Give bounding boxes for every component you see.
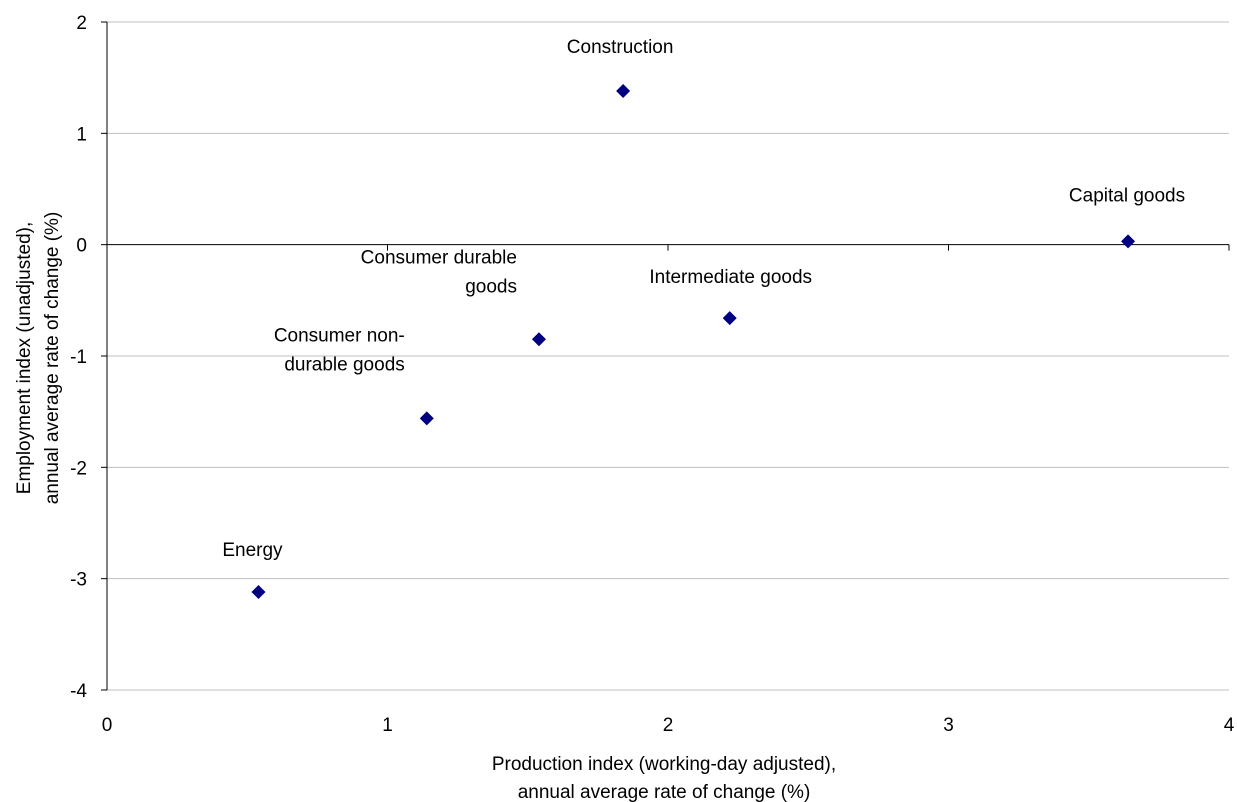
x-tick-label: 0	[102, 715, 113, 736]
y-tick-label: 2	[76, 13, 87, 34]
x-tick-label: 2	[663, 715, 674, 736]
y-tick-label: -3	[70, 570, 87, 591]
x-axis-title: Production index (working-day adjusted),…	[492, 754, 836, 802]
data-point-marker	[616, 84, 631, 99]
data-point-marker	[531, 332, 546, 347]
data-point-label: Construction	[567, 37, 674, 58]
axis-titles: Production index (working-day adjusted),…	[14, 212, 836, 802]
y-axis-title: Employment index (unadjusted), annual ave…	[14, 212, 63, 505]
data-point-label: Consumer durable goods	[361, 247, 517, 297]
data-points	[251, 84, 1136, 600]
data-point-label: Capital goods	[1069, 185, 1185, 206]
y-tick-label: 0	[76, 236, 87, 257]
y-tick-label: -4	[70, 681, 87, 702]
y-tick-label: -1	[70, 347, 87, 368]
data-point-label: Consumer non-durable goods	[274, 325, 405, 375]
data-point-marker	[1121, 234, 1136, 249]
tick-labels: -4 -3 -2 -1 0 1 2 0 1 2 3 4	[70, 13, 1235, 736]
data-point-label: Energy	[222, 540, 283, 561]
data-point-marker	[419, 411, 434, 426]
x-tick-label: 3	[943, 715, 954, 736]
y-tick-label: 1	[76, 124, 87, 145]
data-point-label: Intermediate goods	[649, 267, 812, 288]
data-point-marker	[722, 311, 737, 326]
axes	[101, 21, 1230, 691]
x-tick-label: 1	[382, 715, 393, 736]
gridlines	[107, 21, 1229, 691]
x-tick-label: 4	[1224, 715, 1235, 736]
data-point-marker	[251, 585, 266, 600]
y-tick-label: -2	[70, 458, 87, 479]
point-labels: Construction Capital goods Intermediate go…	[222, 37, 1185, 561]
